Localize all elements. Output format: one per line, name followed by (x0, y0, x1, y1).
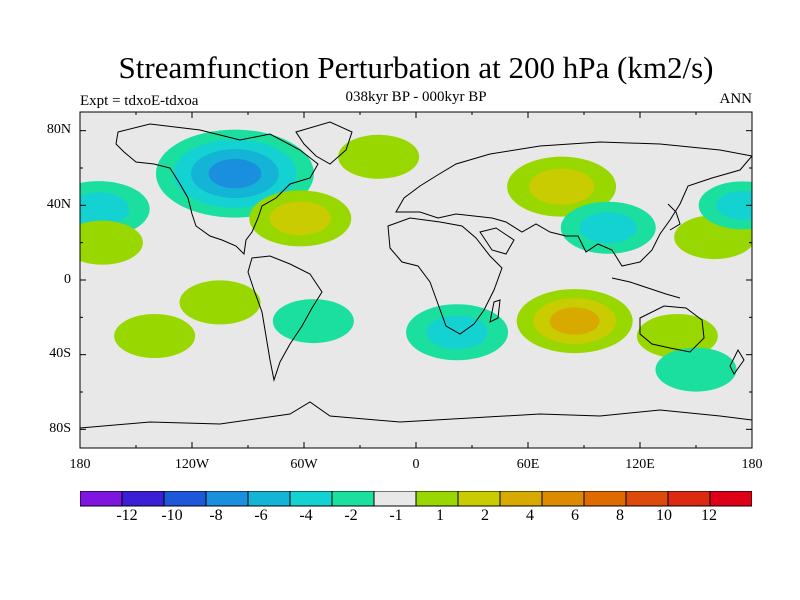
colorbar-label: -8 (209, 507, 223, 524)
lon-tick-label: 120W (174, 457, 210, 472)
colorbar-swatch (373, 491, 417, 507)
colorbar-swatch (289, 491, 333, 507)
colorbar-swatch (121, 491, 165, 507)
colorbar-label: 12 (701, 507, 717, 524)
lat-tick-label: 40S (49, 346, 71, 361)
colorbar-label: 6 (571, 507, 579, 524)
lon-tick-label: 180 (741, 457, 763, 472)
lon-tick-label: 60W (290, 457, 318, 472)
colorbar-label: -6 (254, 507, 268, 524)
anomaly-contour (655, 347, 737, 392)
colorbar-swatch (541, 491, 585, 507)
colorbar-swatch (205, 491, 249, 507)
anomaly-contour (269, 201, 331, 236)
anomaly-contour (272, 299, 354, 344)
lon-tick-label: 180 (69, 457, 91, 472)
colorbar-label: -1 (389, 507, 403, 524)
colorbar-swatch (667, 491, 711, 507)
colorbar-swatch (457, 491, 501, 507)
colorbar-label: -10 (161, 507, 183, 524)
colorbar-swatch (80, 491, 123, 507)
plot-title: Streamfunction Perturbation at 200 hPa (… (118, 50, 714, 85)
anomaly-contour (179, 280, 261, 325)
axis-ticks (79, 112, 753, 448)
colorbar-swatch (331, 491, 375, 507)
colorbar-label: -12 (116, 507, 138, 524)
anomaly-contour (114, 314, 196, 358)
experiment-label: Expt = tdxoE-tdxoa (80, 93, 199, 109)
anomaly-contour (338, 134, 420, 179)
coastlines (80, 121, 752, 429)
anomaly-contour (549, 307, 600, 335)
colorbar-label: 1 (436, 507, 444, 524)
colorbar-label: -4 (299, 507, 313, 524)
lat-tick-label: 80N (46, 122, 71, 137)
streamfunction-fields (80, 129, 752, 392)
colorbar-swatch (709, 491, 752, 507)
colorbar-swatch (625, 491, 669, 507)
anomaly-contour (636, 314, 718, 358)
colorbar-label: 4 (526, 507, 534, 524)
season-label: ANN (719, 91, 753, 107)
lat-tick-label: 0 (64, 272, 71, 287)
plot-subtitle: 038kyr BP - 000kyr BP (345, 89, 487, 105)
lat-tick-label: 80S (49, 421, 71, 436)
colorbar (80, 491, 752, 507)
colorbar-label: 10 (656, 507, 672, 524)
anomaly-contour (80, 192, 130, 226)
lon-tick-label: 0 (412, 457, 420, 472)
colorbar-swatch (499, 491, 543, 507)
colorbar-label: -2 (344, 507, 358, 524)
lat-tick-label: 40N (46, 197, 71, 212)
anomaly-contour (80, 220, 143, 265)
colorbar-label: 8 (616, 507, 624, 524)
lon-tick-label: 120E (625, 457, 655, 472)
colorbar-swatch (583, 491, 627, 507)
lon-tick-label: 60E (516, 457, 540, 472)
colorbar-swatch (163, 491, 207, 507)
anomaly-contour (528, 168, 595, 205)
anomaly-contour (716, 190, 752, 220)
anomaly-contour (208, 158, 262, 189)
colorbar-swatch (247, 491, 291, 507)
anomaly-contour (579, 212, 637, 244)
colorbar-label: 2 (481, 507, 489, 524)
colorbar-swatch (415, 491, 459, 507)
